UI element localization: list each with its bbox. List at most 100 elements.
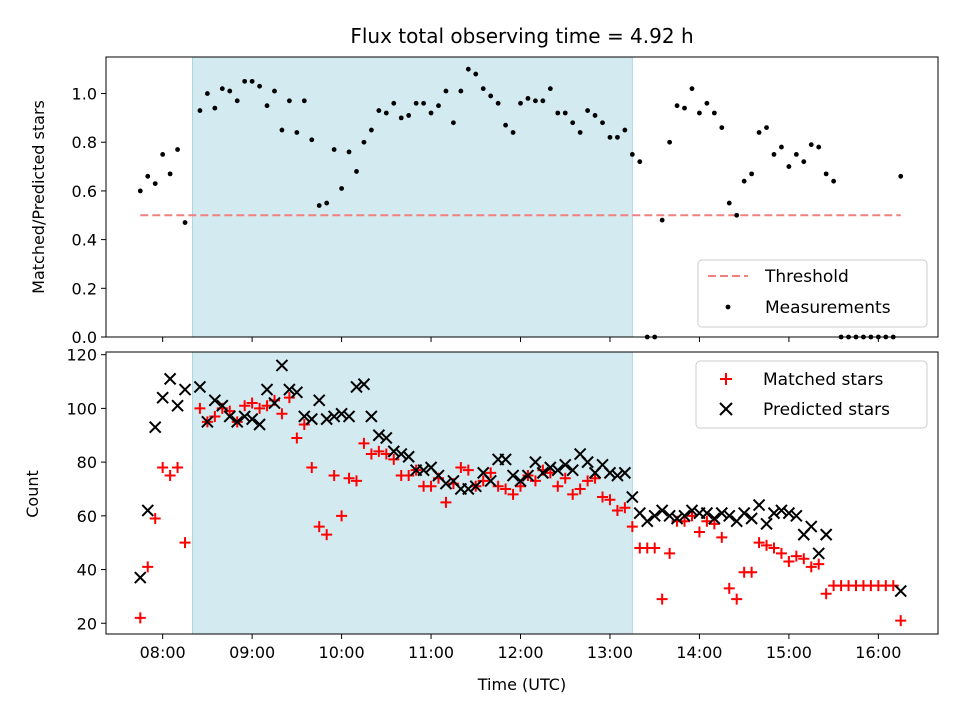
data-point (708, 518, 720, 530)
data-point (547, 86, 553, 92)
data-point (443, 88, 449, 94)
data-point (603, 466, 617, 480)
data-point (752, 498, 766, 512)
data-point (592, 113, 598, 118)
top-legend-box (697, 259, 928, 328)
data-point (350, 475, 362, 487)
bottom-y-axis-label: Count (23, 470, 42, 518)
data-point (369, 127, 374, 133)
data-point (708, 512, 721, 525)
data-point (798, 553, 810, 565)
data-point (664, 547, 676, 559)
data-point (383, 110, 389, 116)
data-point (372, 429, 386, 442)
data-point (693, 526, 705, 538)
data-point (674, 103, 680, 109)
data-point (428, 110, 434, 116)
bottom-x-ticks: 08:00 09:00 10:00 11:00 12:00 13:00 14:00 15:00… (140, 634, 901, 662)
data-point (365, 448, 377, 460)
data-point (779, 144, 784, 150)
data-point (167, 171, 173, 177)
data-point (484, 474, 497, 488)
data-point (529, 455, 542, 469)
data-point (559, 458, 572, 472)
data-point (242, 78, 248, 84)
data-point (290, 386, 304, 399)
data-point (805, 520, 818, 533)
y-tick-label: 0.4 (72, 231, 97, 250)
data-point (577, 130, 583, 135)
data-point (145, 173, 151, 179)
data-point (685, 504, 699, 517)
data-point (164, 470, 176, 482)
data-point (813, 558, 825, 570)
data-point (182, 220, 188, 225)
data-point (581, 455, 594, 469)
data-point (723, 509, 736, 523)
y-tick-label: 40 (77, 561, 97, 580)
data-point (618, 466, 632, 480)
bottom-panel: 20 40 60 80 100 120 08:00 09:00 10:00 11:00 12:00… (23, 346, 939, 694)
series-measurements (137, 66, 904, 340)
top-panel: 0.0 0.2 0.4 0.6 0.8 1.0 Matched/Predicted sta… (29, 56, 939, 347)
chart-title: Flux total observing time = 4.92 h (350, 24, 693, 48)
top-data-layer (137, 66, 904, 340)
x-tick-label: 08:00 (140, 643, 186, 662)
data-point (667, 139, 673, 145)
data-point (343, 472, 355, 484)
data-point (585, 108, 591, 113)
data-point (767, 506, 781, 520)
data-point (731, 593, 743, 605)
data-point (600, 120, 605, 126)
data-point (239, 400, 251, 412)
data-point (626, 490, 639, 504)
data-point (567, 488, 579, 500)
data-point (816, 144, 822, 150)
data-point (350, 380, 363, 394)
data-point (745, 512, 758, 525)
data-point (141, 504, 154, 517)
data-point (823, 171, 829, 177)
data-point (887, 580, 899, 592)
data-point (209, 410, 221, 422)
data-point (831, 178, 837, 184)
data-point (555, 110, 561, 116)
data-point (294, 130, 300, 135)
y-tick-label: 0.8 (72, 133, 97, 152)
data-point (716, 531, 728, 543)
data-point (276, 408, 288, 420)
data-point (298, 419, 310, 431)
data-point (697, 110, 702, 116)
data-point (540, 98, 546, 104)
data-point (566, 463, 579, 477)
data-point (227, 88, 233, 94)
data-point (179, 537, 191, 549)
data-point (503, 122, 508, 128)
data-point (436, 103, 441, 109)
data-point (499, 453, 512, 466)
data-point (711, 110, 717, 116)
data-point (313, 521, 325, 533)
data-point (272, 88, 277, 94)
data-point (469, 480, 482, 493)
data-point (551, 463, 564, 477)
data-point (514, 474, 527, 488)
data-point (582, 475, 594, 487)
data-point (342, 410, 356, 423)
data-point (462, 482, 475, 496)
data-point (648, 509, 661, 523)
data-point (761, 539, 773, 551)
y-tick-label: 0.2 (72, 279, 97, 298)
data-point (425, 480, 437, 492)
data-point (388, 453, 400, 465)
data-point (611, 504, 623, 516)
data-point (440, 496, 452, 508)
data-point (223, 410, 236, 423)
data-point (746, 566, 758, 578)
data-point (160, 151, 166, 157)
data-point (231, 415, 244, 429)
data-point (253, 418, 266, 431)
data-point (782, 506, 796, 520)
data-point (238, 410, 251, 423)
x-tick-label: 12:00 (497, 643, 543, 662)
